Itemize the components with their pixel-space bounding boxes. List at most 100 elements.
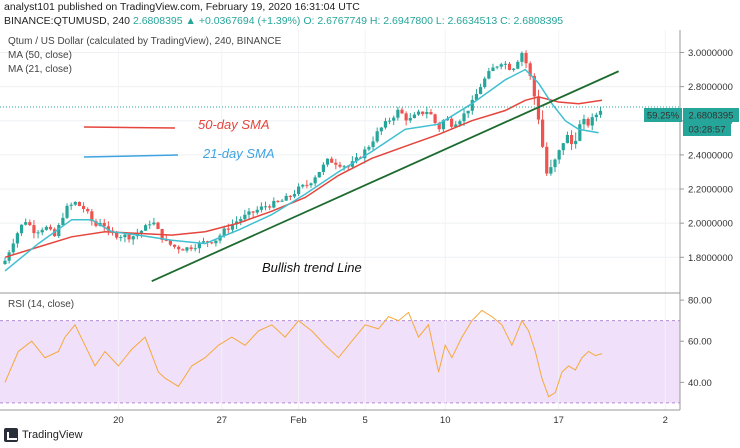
candle-body-117: [487, 71, 491, 79]
candle-body-14: [61, 217, 65, 225]
candle-body-130: [541, 119, 545, 147]
candle-body-113: [470, 99, 474, 111]
candle-body-44: [185, 247, 189, 251]
candle-body-114: [474, 93, 479, 100]
candle-body-101: [421, 111, 425, 115]
candle-body-108: [450, 118, 454, 127]
candle-body-6: [28, 222, 32, 226]
candle-body-132: [549, 167, 553, 174]
candle-body-54: [226, 228, 230, 230]
candle-body-98: [408, 118, 412, 121]
price-tick-5: 2.0000000: [688, 219, 733, 230]
candle-body-15: [65, 205, 69, 218]
candle-body-106: [441, 120, 445, 130]
grid: [0, 30, 680, 410]
candle-body-61: [255, 209, 259, 213]
time-tick-5: 17: [553, 415, 564, 424]
candle-body-67: [280, 200, 284, 202]
candle-body-7: [32, 225, 36, 234]
candle-body-73: [305, 184, 309, 186]
legend-ma50: MA (50, close): [8, 50, 72, 61]
candle-body-9: [40, 229, 44, 233]
time-tick-0: 20: [113, 415, 124, 424]
candle-body-126: [524, 53, 528, 64]
candle-body-21: [90, 211, 94, 222]
candle-body-24: [102, 222, 106, 227]
candle-body-112: [466, 110, 470, 114]
candle-body-42: [177, 246, 181, 250]
price-axis: 3.00000002.80000002.60000002.40000002.20…: [680, 48, 733, 264]
price-tick-4: 2.2000000: [688, 185, 733, 196]
candle-body-41: [172, 244, 177, 247]
legend-ma21: MA (21, close): [8, 64, 72, 75]
candle-body-8: [36, 232, 40, 234]
candle-body-127: [528, 63, 532, 76]
candle-body-121: [503, 63, 507, 65]
rsi-tick-1: 60.00: [688, 337, 712, 348]
price-tick-1: 2.8000000: [688, 82, 733, 93]
price-change: 2.6808395 ▲ +0.0367694 (+1.39%): [132, 15, 301, 27]
candle-body-75: [313, 177, 317, 184]
candle-body-35: [148, 224, 152, 226]
candle-body-37: [156, 222, 160, 229]
candle-body-124: [516, 61, 520, 69]
candle-body-125: [520, 53, 524, 62]
candle-body-27: [115, 232, 119, 238]
time-axis: 20 27 Feb 5 10 17 2: [113, 415, 668, 424]
candle-body-80: [334, 162, 338, 165]
candle-body-96: [400, 109, 404, 114]
candle-body-76: [317, 172, 321, 178]
candle-body-30: [127, 234, 131, 240]
percent-label: 59.25%: [647, 111, 680, 122]
price-tick-3: 2.4000000: [688, 150, 733, 161]
candle-body-95: [396, 109, 400, 118]
candle-body-19: [81, 205, 86, 210]
chart-title: Qtum / US Dollar (calculated by TradingV…: [8, 36, 282, 47]
candle-body-47: [197, 242, 201, 249]
brand-label: TradingView: [22, 429, 83, 441]
candle-body-142: [590, 117, 594, 126]
candle-body-122: [507, 63, 512, 70]
candle-body-66: [276, 200, 280, 202]
candle-body-123: [512, 68, 516, 70]
countdown-label: 03:28:57: [689, 125, 726, 136]
candle-body-97: [404, 113, 408, 121]
candle-body-36: [152, 222, 156, 225]
time-tick-4: 10: [440, 415, 451, 424]
candle-body-79: [330, 158, 334, 163]
candle-body-17: [73, 201, 77, 205]
candle-body-63: [263, 206, 268, 208]
candle-body-25: [106, 226, 110, 231]
price-chart[interactable]: 3.00000002.80000002.60000002.40000002.20…: [0, 30, 740, 424]
candle-body-31: [131, 236, 135, 240]
tradingview-logo-icon: [4, 428, 18, 442]
rsi-line: [4, 309, 603, 398]
candle-body-119: [495, 66, 499, 68]
candle-body-94: [392, 117, 396, 121]
time-tick-3: 5: [363, 415, 368, 424]
symbol: BINANCE:QTUMUSD, 240: [4, 15, 131, 27]
bullish-trend-line: [151, 70, 620, 282]
candle-body-109: [454, 124, 458, 127]
candle-body-46: [193, 248, 197, 250]
candle-body-13: [57, 224, 61, 237]
candle-body-65: [272, 200, 276, 208]
percent-badge: [644, 108, 682, 122]
candle-body-88: [367, 147, 371, 150]
candle-body-135: [561, 143, 565, 151]
candle-body-110: [458, 121, 462, 125]
current-price-label: 2.6808395: [689, 111, 734, 122]
sma21-marker: [83, 154, 179, 158]
candle-body-100: [416, 111, 421, 115]
candle-body-136: [565, 134, 570, 144]
candle-body-103: [429, 112, 433, 115]
candle-body-62: [259, 206, 263, 210]
publish-info: analyst101 published on TradingView.com,…: [4, 1, 360, 13]
candle-body-11: [48, 226, 53, 230]
candle-body-69: [288, 195, 292, 197]
candle-body-20: [86, 209, 90, 212]
candle-body-34: [144, 225, 148, 231]
trend-annotation: Bullish trend Line: [262, 260, 362, 275]
footer: TradingView: [4, 428, 83, 442]
candle-body-137: [569, 134, 574, 145]
